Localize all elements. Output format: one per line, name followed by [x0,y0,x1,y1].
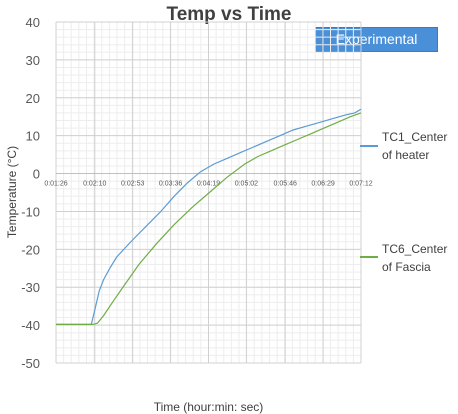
x-tick-label: 0:05:02 [235,181,258,188]
x-tick-labels: 0:01:26 0:02:10 0:02:53 0:03:36 0:04:19 0:05:… [44,181,372,188]
legend-label-tc1: TC1_Center of heater [382,130,448,162]
y-tick-label: -40 [21,318,40,333]
legend-label-tc6: TC6_Center of Fascia [382,242,448,274]
y-axis-label: Temperature (°C) [5,145,19,239]
x-tick-label: 0:03:36 [159,181,182,188]
series-line-tc6 [56,112,362,325]
x-tick-label: 0:07:12 [349,181,372,188]
x-tick-label: 0:06:29 [311,181,334,188]
x-axis-label: Time (hour:min: sec) [153,400,264,414]
y-tick-label: 40 [26,15,40,30]
x-tick-label: 0:02:10 [83,181,106,188]
x-tick-label: 0:04:19 [197,181,220,188]
series-line-tc1 [56,108,362,325]
chart-title: Temp vs Time [166,4,292,25]
x-tick-label: 0:05:46 [274,181,297,188]
y-tick-label: 0 [33,167,40,182]
y-tick-labels: 40 30 20 10 0 -10 -20 -30 -40 -50 [21,15,40,371]
legend-swatch-tc1 [360,145,378,147]
x-tick-label: 0:02:53 [121,181,144,188]
y-tick-label: -50 [21,356,40,371]
y-tick-label: 20 [26,91,40,106]
y-tick-label: -10 [21,204,40,219]
series-lines [56,108,362,325]
grid [55,21,362,364]
x-tick-label: 0:01:26 [44,181,67,188]
y-tick-label: 30 [26,53,40,68]
y-tick-label: -20 [21,242,40,257]
y-tick-label: 10 [26,129,40,144]
y-tick-label: -30 [21,280,40,295]
experimental-badge: Experimental [315,27,438,52]
legend-swatch-tc6 [360,256,378,258]
